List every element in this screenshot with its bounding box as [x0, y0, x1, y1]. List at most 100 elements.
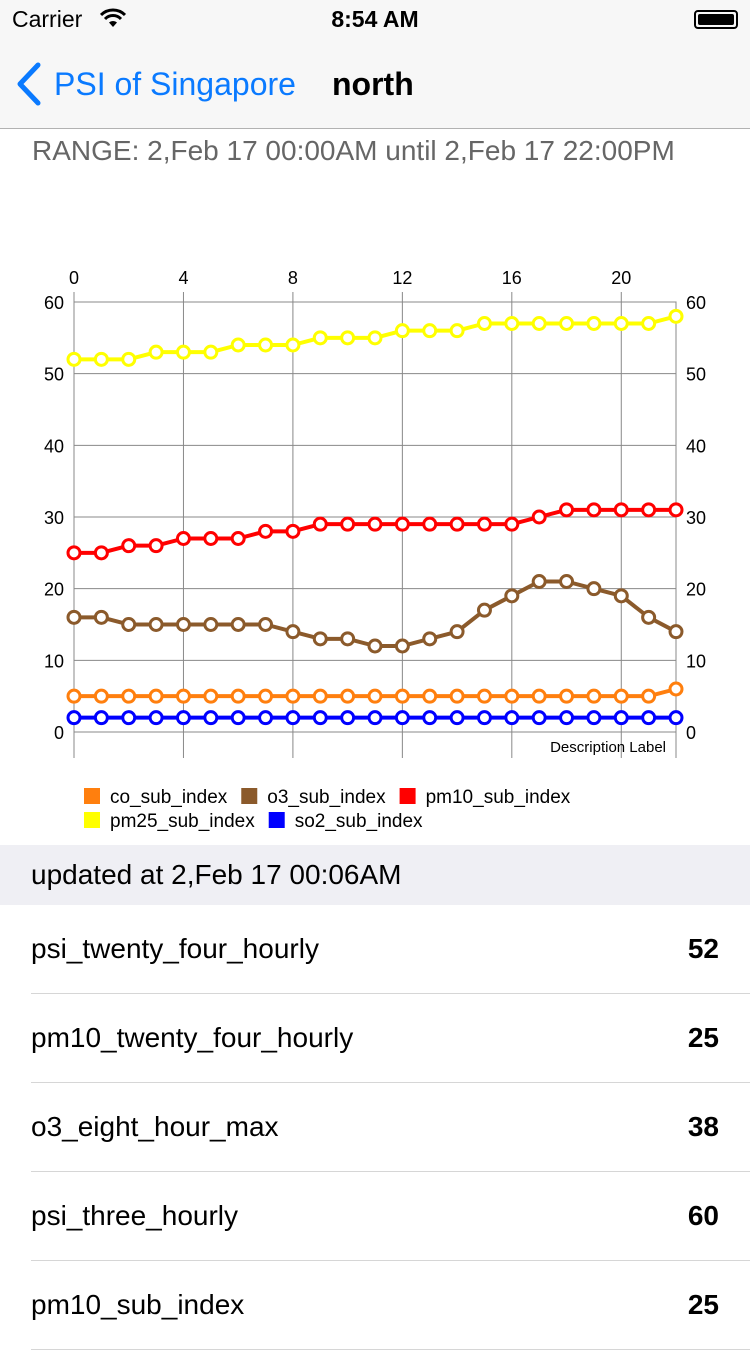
data-point-pm25_sub_index [121, 351, 137, 367]
data-point-pm25_sub_index [586, 316, 602, 331]
data-point-so2_sub_index [340, 710, 356, 726]
data-point-pm25_sub_index [312, 330, 328, 346]
data-point-pm10_sub_index [230, 531, 246, 546]
data-point-co_sub_index [121, 688, 137, 704]
data-point-o3_sub_index [504, 588, 520, 604]
y-tick-label-left: 50 [44, 365, 64, 385]
series-line-o3_sub_index [74, 579, 677, 648]
y-tick-label-left: 40 [44, 436, 64, 456]
legend-label-pm25_sub_index: pm25_sub_index [110, 811, 255, 832]
data-point-co_sub_index [668, 681, 684, 697]
data-point-pm25_sub_index [66, 351, 82, 367]
data-point-co_sub_index [449, 688, 465, 704]
data-point-so2_sub_index [422, 710, 438, 726]
data-point-pm25_sub_index [340, 330, 356, 346]
data-point-pm10_sub_index [476, 516, 492, 532]
data-point-so2_sub_index [476, 710, 492, 726]
data-point-o3_sub_index [641, 609, 657, 625]
y-tick-label-right: 20 [686, 580, 706, 600]
x-tick-label: 4 [178, 268, 188, 288]
list-item[interactable]: o3_eight_hour_max 38 [31, 1083, 750, 1172]
data-point-so2_sub_index [258, 710, 274, 726]
data-point-o3_sub_index [476, 602, 492, 618]
data-point-so2_sub_index [93, 710, 109, 726]
data-point-pm10_sub_index [340, 516, 356, 532]
data-point-pm10_sub_index [258, 523, 274, 539]
data-point-o3_sub_index [449, 624, 465, 640]
data-point-co_sub_index [175, 688, 191, 704]
back-button[interactable]: PSI of Singapore [14, 58, 296, 110]
data-point-co_sub_index [340, 688, 356, 704]
data-point-co_sub_index [203, 688, 219, 704]
section-header: updated at 2,Feb 17 00:06AM [0, 845, 750, 905]
legend-swatch-o3_sub_index [241, 788, 258, 804]
data-point-pm25_sub_index [230, 337, 246, 353]
data-point-co_sub_index [504, 688, 520, 704]
data-point-o3_sub_index [285, 624, 301, 640]
data-point-pm25_sub_index [641, 316, 657, 331]
data-point-so2_sub_index [66, 710, 82, 726]
data-point-pm25_sub_index [422, 323, 438, 339]
back-button-label: PSI of Singapore [54, 65, 296, 102]
list-item[interactable]: psi_twenty_four_hourly 52 [31, 905, 750, 994]
y-tick-label-right: 30 [686, 508, 706, 528]
wifi-icon [100, 8, 126, 27]
data-point-pm10_sub_index [504, 516, 520, 532]
legend-label-co_sub_index: co_sub_index [110, 787, 228, 808]
list-item-key: o3_eight_hour_max [31, 1111, 279, 1142]
data-point-pm25_sub_index [148, 344, 164, 360]
data-point-o3_sub_index [559, 574, 575, 589]
status-bar: Carrier 8:54 AM [0, 0, 750, 40]
list-item-key: psi_twenty_four_hourly [31, 933, 319, 964]
data-point-o3_sub_index [175, 617, 191, 632]
y-tick-label-left: 30 [44, 508, 64, 528]
data-point-pm10_sub_index [668, 502, 684, 518]
data-point-so2_sub_index [285, 710, 301, 726]
legend-label-pm10_sub_index: pm10_sub_index [426, 787, 571, 808]
navigation-bar: PSI of Singapore north [0, 40, 750, 129]
data-point-pm10_sub_index [586, 502, 602, 518]
chevron-left-icon [17, 62, 41, 106]
data-point-o3_sub_index [203, 617, 219, 632]
data-point-pm10_sub_index [613, 502, 629, 518]
carrier-label: Carrier [12, 6, 83, 32]
data-point-so2_sub_index [203, 710, 219, 726]
data-point-o3_sub_index [394, 638, 410, 654]
data-point-co_sub_index [93, 688, 109, 704]
data-point-so2_sub_index [586, 710, 602, 726]
list-item[interactable]: psi_three_hourly 60 [31, 1172, 750, 1261]
list-item-key: psi_three_hourly [31, 1200, 239, 1231]
data-point-pm25_sub_index [394, 323, 410, 339]
data-point-pm10_sub_index [203, 531, 219, 546]
data-point-co_sub_index [230, 688, 246, 704]
data-point-co_sub_index [258, 688, 274, 704]
data-point-pm25_sub_index [613, 316, 629, 331]
data-point-o3_sub_index [613, 588, 629, 604]
data-point-pm10_sub_index [394, 516, 410, 532]
list-item-key: pm10_sub_index [31, 1289, 245, 1320]
data-point-pm25_sub_index [367, 330, 383, 346]
data-point-co_sub_index [394, 688, 410, 704]
updated-at-label: updated at 2,Feb 17 00:06AM [31, 859, 402, 890]
list-item-value: 38 [687, 1111, 719, 1142]
list-item-value: 60 [687, 1200, 719, 1231]
status-time: 8:54 AM [331, 6, 419, 32]
legend-label-o3_sub_index: o3_sub_index [267, 787, 386, 808]
y-tick-label-left: 0 [54, 723, 64, 743]
data-point-o3_sub_index [668, 624, 684, 640]
data-point-pm25_sub_index [504, 316, 520, 331]
data-point-pm10_sub_index [422, 516, 438, 532]
data-point-pm25_sub_index [559, 316, 575, 331]
data-point-co_sub_index [586, 688, 602, 704]
data-point-so2_sub_index [394, 710, 410, 726]
data-point-pm25_sub_index [449, 323, 465, 339]
legend-swatch-pm10_sub_index [399, 788, 416, 804]
list-item[interactable]: pm10_sub_index 25 [31, 1261, 750, 1350]
y-tick-label-right: 60 [686, 293, 706, 313]
data-point-pm25_sub_index [258, 337, 274, 353]
data-point-o3_sub_index [121, 617, 137, 632]
data-point-so2_sub_index [504, 710, 520, 726]
list-item[interactable]: pm10_twenty_four_hourly 25 [31, 994, 750, 1083]
data-point-pm10_sub_index [367, 516, 383, 532]
